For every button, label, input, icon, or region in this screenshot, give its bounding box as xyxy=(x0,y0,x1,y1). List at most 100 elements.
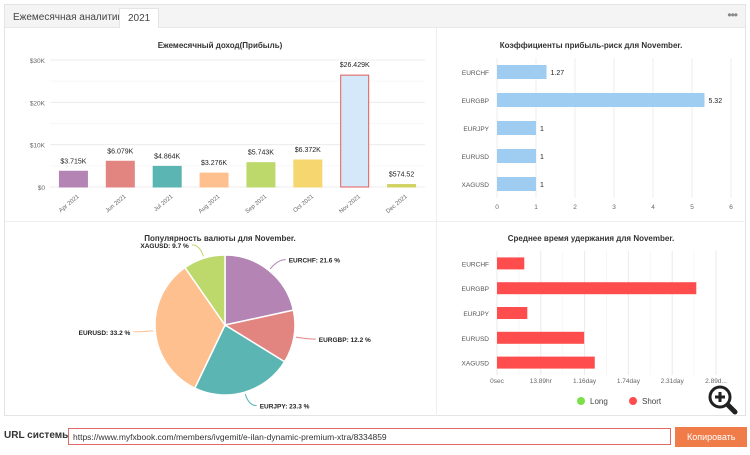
x-tick-label: 1.16day xyxy=(573,378,597,385)
pie-slice xyxy=(183,254,226,328)
data-label: 1 xyxy=(540,182,544,189)
x-tick-label: 4 xyxy=(651,204,655,211)
x-tick-label: Dec 2021 xyxy=(385,194,409,216)
data-label: 1.27 xyxy=(551,70,565,77)
chart-title: Коэффициенты прибыль-риск для November. xyxy=(500,41,683,50)
pie-connector xyxy=(295,336,316,340)
bar xyxy=(293,159,323,188)
y-tick-label: EURGBP xyxy=(462,286,489,293)
legend-marker xyxy=(629,397,637,405)
pie-label: XAGUSD: 9.7 % xyxy=(140,243,189,250)
y-tick-label: EURGBP xyxy=(462,98,489,105)
y-tick-label: $10K xyxy=(30,143,46,150)
x-tick-label: 2 xyxy=(573,204,577,211)
currency-popularity-chart: Популярность валюты для November. EURCHF:… xyxy=(79,234,371,411)
pie-slice xyxy=(224,254,295,326)
x-tick-label: 13.89hr xyxy=(530,378,553,385)
y-tick-label: EURJPY xyxy=(463,311,489,318)
data-label: 5.32 xyxy=(708,98,722,105)
data-label: $26.429K xyxy=(340,62,370,69)
pie-label: EURJPY: 23.3 % xyxy=(260,404,310,411)
profit-risk-chart: Коэффициенты прибыль-риск для November. 0… xyxy=(462,41,734,211)
y-tick-label: EURJPY xyxy=(463,126,489,133)
y-tick-label: $20K xyxy=(30,100,46,107)
pie-connector xyxy=(191,244,204,257)
bar xyxy=(497,121,536,135)
x-tick-label: 2.31day xyxy=(661,378,685,385)
pie-connector xyxy=(269,259,286,270)
pie-connector xyxy=(244,393,257,407)
tab-2021[interactable]: 2021 xyxy=(119,8,160,28)
bar xyxy=(105,160,135,188)
system-url-input[interactable] xyxy=(68,428,671,445)
data-label: $4.864K xyxy=(154,153,180,160)
data-label: 1 xyxy=(540,154,544,161)
pie-label: EURGBP: 12.2 % xyxy=(319,337,371,344)
x-tick-label: 3 xyxy=(612,204,616,211)
x-tick-label: Jun 2021 xyxy=(105,194,128,215)
pie-slice xyxy=(154,266,226,390)
chart-title: Ежемесячный доход(Прибыль) xyxy=(158,41,283,50)
bar xyxy=(497,93,705,107)
data-label: $6.372K xyxy=(295,147,321,154)
y-tick-label: EURUSD xyxy=(462,336,490,343)
y-tick-label: $30K xyxy=(30,58,46,65)
x-tick-label: Nov 2021 xyxy=(338,194,362,216)
legend-label: Long xyxy=(590,397,608,406)
bar xyxy=(58,170,88,188)
pie-label: EURCHF: 21.6 % xyxy=(289,258,341,265)
y-tick-label: XAGUSD xyxy=(462,361,490,368)
bar xyxy=(199,172,229,188)
bar-short xyxy=(497,257,525,270)
monthly-profit-chart: Ежемесячный доход(Прибыль) $0 $10K $20K $30K… xyxy=(30,41,425,216)
tab-bar: Ежемесячная аналитика 2021 ••• xyxy=(5,5,745,28)
bar-short xyxy=(497,282,697,295)
chart-title: Популярность валюты для November. xyxy=(144,234,295,243)
bar xyxy=(497,65,547,79)
x-tick-label: 6 xyxy=(729,204,733,211)
legend-label: Short xyxy=(642,397,662,406)
holding-time-chart: Среднее время удержания для November. 0se… xyxy=(462,234,727,406)
y-tick-label: $0 xyxy=(38,185,46,192)
bar xyxy=(387,184,417,188)
divider xyxy=(436,28,437,416)
y-tick-label: EURCHF xyxy=(462,70,489,77)
y-tick-label: EURCHF xyxy=(462,261,489,268)
divider xyxy=(5,221,746,222)
data-label: $6.079K xyxy=(107,148,133,155)
x-tick-label: 1.74day xyxy=(617,378,641,385)
chart-title: Среднее время удержания для November. xyxy=(508,234,674,243)
bar-short xyxy=(497,307,528,319)
legend-marker xyxy=(577,397,585,405)
url-label: URL системы: xyxy=(4,430,75,441)
x-tick-label: 1 xyxy=(534,204,538,211)
x-tick-label: Oct 2021 xyxy=(293,194,316,215)
zoom-in-icon[interactable] xyxy=(708,385,738,415)
x-tick-label: 2.89d... xyxy=(705,378,727,385)
y-tick-label: EURUSD xyxy=(462,154,490,161)
bar xyxy=(340,74,370,188)
copy-button[interactable]: Копировать xyxy=(675,427,747,447)
x-tick-label: 5 xyxy=(690,204,694,211)
pie-connector xyxy=(133,330,154,333)
bar-short xyxy=(497,356,595,369)
x-tick-label: 0 xyxy=(495,204,499,211)
x-tick-label: Apr 2021 xyxy=(58,194,81,215)
x-tick-label: Aug 2021 xyxy=(198,194,222,216)
bar xyxy=(246,162,276,188)
x-tick-label: 0sec xyxy=(490,378,504,385)
data-label: $3.276K xyxy=(201,160,227,167)
analytics-widget: Ежемесячная аналитика 2021 ••• Ежемесячн… xyxy=(4,4,746,416)
bar-short xyxy=(497,331,585,344)
x-tick-label: Sep 2021 xyxy=(245,194,269,216)
data-label: $574.52 xyxy=(389,172,414,179)
bar xyxy=(497,149,536,163)
y-tick-label: XAGUSD xyxy=(462,182,490,189)
more-dots-icon[interactable]: ••• xyxy=(727,8,738,22)
tab-monthly-analytics[interactable]: Ежемесячная аналитика xyxy=(13,12,128,23)
data-label: 1 xyxy=(540,126,544,133)
data-label: $5.743K xyxy=(248,150,274,157)
bar xyxy=(152,165,182,188)
data-label: $3.715K xyxy=(60,158,86,165)
x-tick-label: Jul 2021 xyxy=(153,194,175,214)
